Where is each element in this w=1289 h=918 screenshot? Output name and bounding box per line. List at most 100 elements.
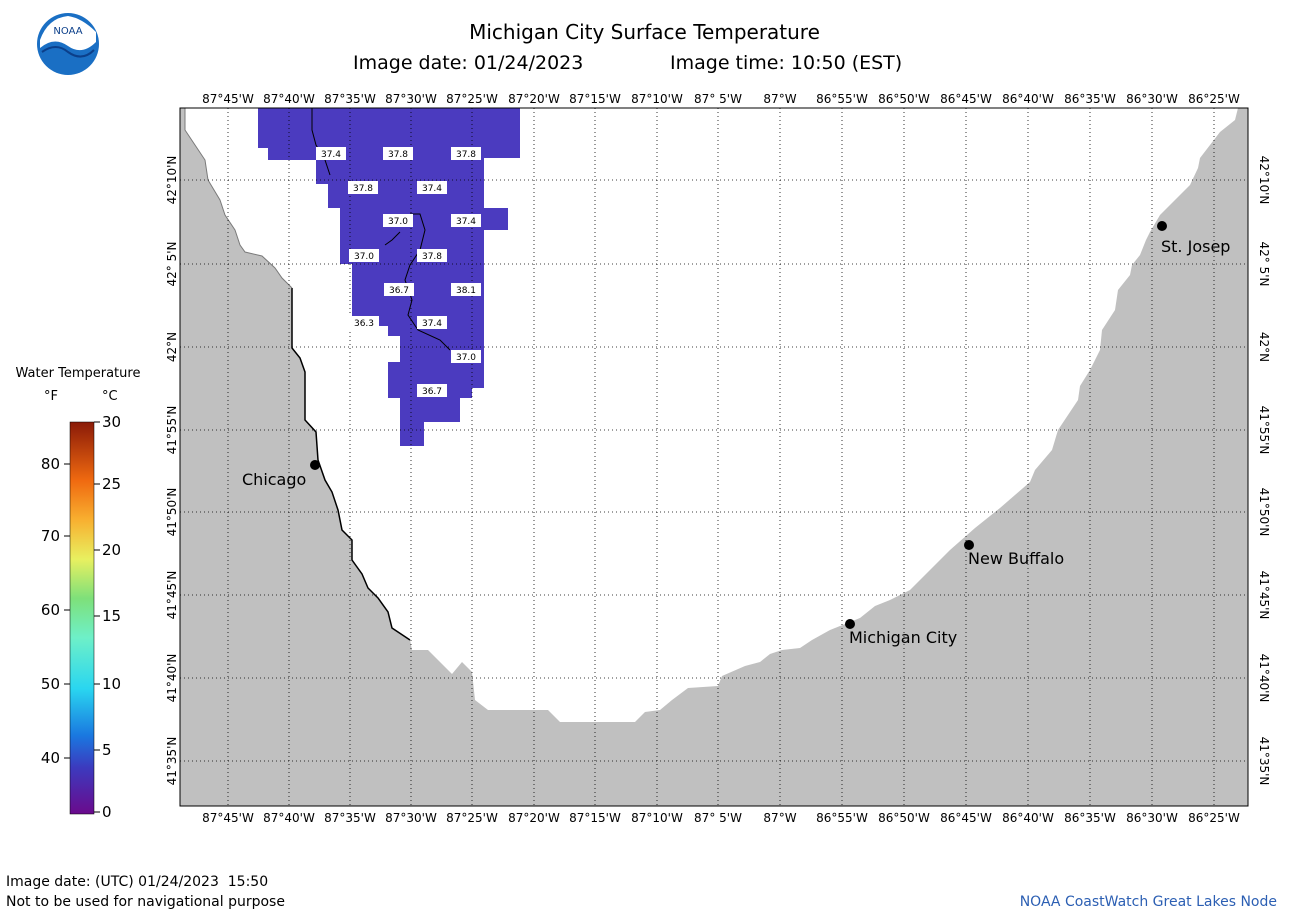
legend-f-ticks: 80 70 60 50 40 (41, 455, 60, 767)
svg-text:87°W: 87°W (763, 811, 796, 825)
temp-reading: 37.4 (451, 214, 481, 227)
svg-text:15: 15 (102, 607, 121, 625)
disclaimer: Not to be used for navigational purpose (6, 894, 285, 910)
svg-text:41°55'N: 41°55'N (1257, 406, 1271, 455)
svg-text:87°40'W: 87°40'W (263, 92, 315, 106)
svg-text:41°35'N: 41°35'N (1257, 737, 1271, 786)
svg-text:41°45'N: 41°45'N (165, 571, 179, 620)
svg-text:86°40'W: 86°40'W (1002, 92, 1054, 106)
svg-text:37.4: 37.4 (422, 184, 442, 194)
city-michigan-city: Michigan City (845, 619, 957, 647)
temp-reading: 38.1 (451, 283, 481, 296)
svg-text:41°45'N: 41°45'N (1257, 571, 1271, 620)
svg-text:37.8: 37.8 (353, 184, 373, 194)
svg-text:87°20'W: 87°20'W (508, 811, 560, 825)
credit-link[interactable]: NOAA CoastWatch Great Lakes Node (1019, 894, 1277, 910)
svg-text:36.7: 36.7 (422, 387, 442, 397)
svg-text:36.7: 36.7 (389, 286, 409, 296)
svg-text:41°40'N: 41°40'N (165, 654, 179, 703)
svg-text:87°15'W: 87°15'W (569, 811, 621, 825)
legend-unit-f: °F (44, 389, 58, 404)
city-marker (964, 540, 974, 550)
longitude-labels-bottom: 87°45'W 87°40'W 87°35'W 87°30'W 87°25'W … (202, 811, 1240, 825)
svg-text:87°25'W: 87°25'W (446, 92, 498, 106)
svg-text:37.8: 37.8 (422, 252, 442, 262)
svg-text:86°30'W: 86°30'W (1126, 92, 1178, 106)
svg-text:30: 30 (102, 413, 121, 431)
legend-colorbar: 80 70 60 50 40 30 25 20 15 10 5 0 (41, 413, 121, 821)
svg-text:50: 50 (41, 675, 60, 693)
svg-text:37.0: 37.0 (354, 252, 374, 262)
image-date: Image date: 01/24/2023 (353, 52, 584, 74)
svg-text:0: 0 (102, 803, 112, 821)
svg-text:87°20'W: 87°20'W (508, 92, 560, 106)
legend-unit-c: °C (102, 389, 118, 404)
city-marker (1157, 221, 1167, 231)
svg-text:42° 5'N: 42° 5'N (1257, 242, 1271, 287)
utc-date: Image date: (UTC) 01/24/2023 15:50 (6, 874, 269, 890)
longitude-labels-top: 87°45'W 87°40'W 87°35'W 87°30'W 87°25'W … (202, 92, 1240, 106)
temp-reading: 37.8 (348, 181, 378, 194)
svg-text:87° 5'W: 87° 5'W (694, 92, 742, 106)
svg-text:86°50'W: 86°50'W (878, 92, 930, 106)
svg-text:87°30'W: 87°30'W (385, 811, 437, 825)
svg-text:86°55'W: 86°55'W (816, 92, 868, 106)
illinois-coastline (291, 288, 411, 641)
west-land (180, 108, 1248, 806)
svg-text:20: 20 (102, 541, 121, 559)
cloud-edge-line (404, 213, 451, 351)
city-marker (310, 460, 320, 470)
cloud-edge-line (311, 108, 331, 176)
svg-text:37.4: 37.4 (456, 217, 476, 227)
svg-text:37.4: 37.4 (422, 319, 442, 329)
svg-text:37.0: 37.0 (456, 353, 476, 363)
svg-text:42°N: 42°N (1257, 332, 1271, 362)
temp-reading: 37.0 (383, 214, 413, 227)
svg-text:86°35'W: 86°35'W (1064, 92, 1116, 106)
page-title: Michigan City Surface Temperature (469, 20, 820, 44)
image-time: Image time: 10:50 (EST) (670, 52, 903, 74)
svg-text:70: 70 (41, 527, 60, 545)
svg-text:86°55'W: 86°55'W (816, 811, 868, 825)
svg-text:10: 10 (102, 675, 121, 693)
svg-text:87°45'W: 87°45'W (202, 811, 254, 825)
svg-text:42° 5'N: 42° 5'N (165, 242, 179, 287)
svg-text:41°40'N: 41°40'N (1257, 654, 1271, 703)
svg-text:87°40'W: 87°40'W (263, 811, 315, 825)
temp-reading: 37.4 (417, 181, 447, 194)
temp-reading: 37.4 (316, 147, 346, 160)
svg-text:41°50'N: 41°50'N (165, 488, 179, 537)
svg-text:86°45'W: 86°45'W (940, 811, 992, 825)
logo-text: NOAA (53, 26, 82, 37)
svg-text:87°W: 87°W (763, 92, 796, 106)
svg-text:37.0: 37.0 (388, 217, 408, 227)
svg-text:87°35'W: 87°35'W (324, 811, 376, 825)
city-st-joseph: St. Josep (1157, 221, 1230, 256)
temp-reading: 36.3 (349, 316, 379, 329)
svg-text:37.8: 37.8 (388, 150, 408, 160)
city-label: St. Josep (1161, 237, 1230, 256)
svg-text:87°45'W: 87°45'W (202, 92, 254, 106)
svg-text:87°15'W: 87°15'W (569, 92, 621, 106)
city-label: Michigan City (849, 628, 957, 647)
noaa-logo: NOAA (37, 13, 99, 75)
svg-text:86°50'W: 86°50'W (878, 811, 930, 825)
svg-text:87°25'W: 87°25'W (446, 811, 498, 825)
svg-text:42°10'N: 42°10'N (1257, 156, 1271, 205)
svg-text:38.1: 38.1 (456, 286, 476, 296)
svg-text:86°35'W: 86°35'W (1064, 811, 1116, 825)
svg-text:86°25'W: 86°25'W (1188, 92, 1240, 106)
legend-c-ticks: 30 25 20 15 10 5 0 (102, 413, 121, 821)
cloud-edge-line (384, 231, 401, 246)
svg-text:87° 5'W: 87° 5'W (694, 811, 742, 825)
svg-text:86°45'W: 86°45'W (940, 92, 992, 106)
temp-reading: 37.8 (417, 249, 447, 262)
svg-text:86°40'W: 86°40'W (1002, 811, 1054, 825)
latitude-labels-right: 42°10'N 42° 5'N 42°N 41°55'N 41°50'N 41°… (1257, 156, 1271, 786)
svg-text:25: 25 (102, 475, 121, 493)
svg-text:37.8: 37.8 (456, 150, 476, 160)
svg-text:42°N: 42°N (165, 332, 179, 362)
city-label: New Buffalo (968, 549, 1064, 568)
map-frame (179, 107, 1249, 807)
